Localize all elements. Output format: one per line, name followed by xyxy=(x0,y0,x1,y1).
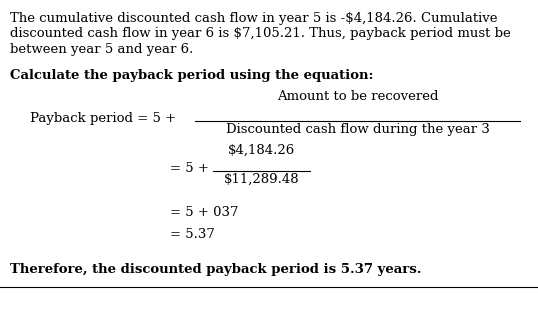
Text: between year 5 and year 6.: between year 5 and year 6. xyxy=(10,43,193,56)
Text: $11,289.48: $11,289.48 xyxy=(224,172,299,186)
Text: Calculate the payback period using the equation:: Calculate the payback period using the e… xyxy=(10,68,373,82)
Text: Amount to be recovered: Amount to be recovered xyxy=(277,90,438,104)
Text: = 5 +: = 5 + xyxy=(170,162,209,175)
Text: Payback period = 5 +: Payback period = 5 + xyxy=(30,112,176,125)
Text: The cumulative discounted cash flow in year 5 is -$4,184.26. Cumulative: The cumulative discounted cash flow in y… xyxy=(10,12,498,25)
Text: = 5 + 037: = 5 + 037 xyxy=(170,207,238,219)
Text: discounted cash flow in year 6 is $7,105.21. Thus, payback period must be: discounted cash flow in year 6 is $7,105… xyxy=(10,28,511,40)
Text: Therefore, the discounted payback period is 5.37 years.: Therefore, the discounted payback period… xyxy=(10,263,421,275)
Text: = 5.37: = 5.37 xyxy=(170,229,215,241)
Text: $4,184.26: $4,184.26 xyxy=(228,143,295,157)
Text: Discounted cash flow during the year 3: Discounted cash flow during the year 3 xyxy=(225,122,490,136)
